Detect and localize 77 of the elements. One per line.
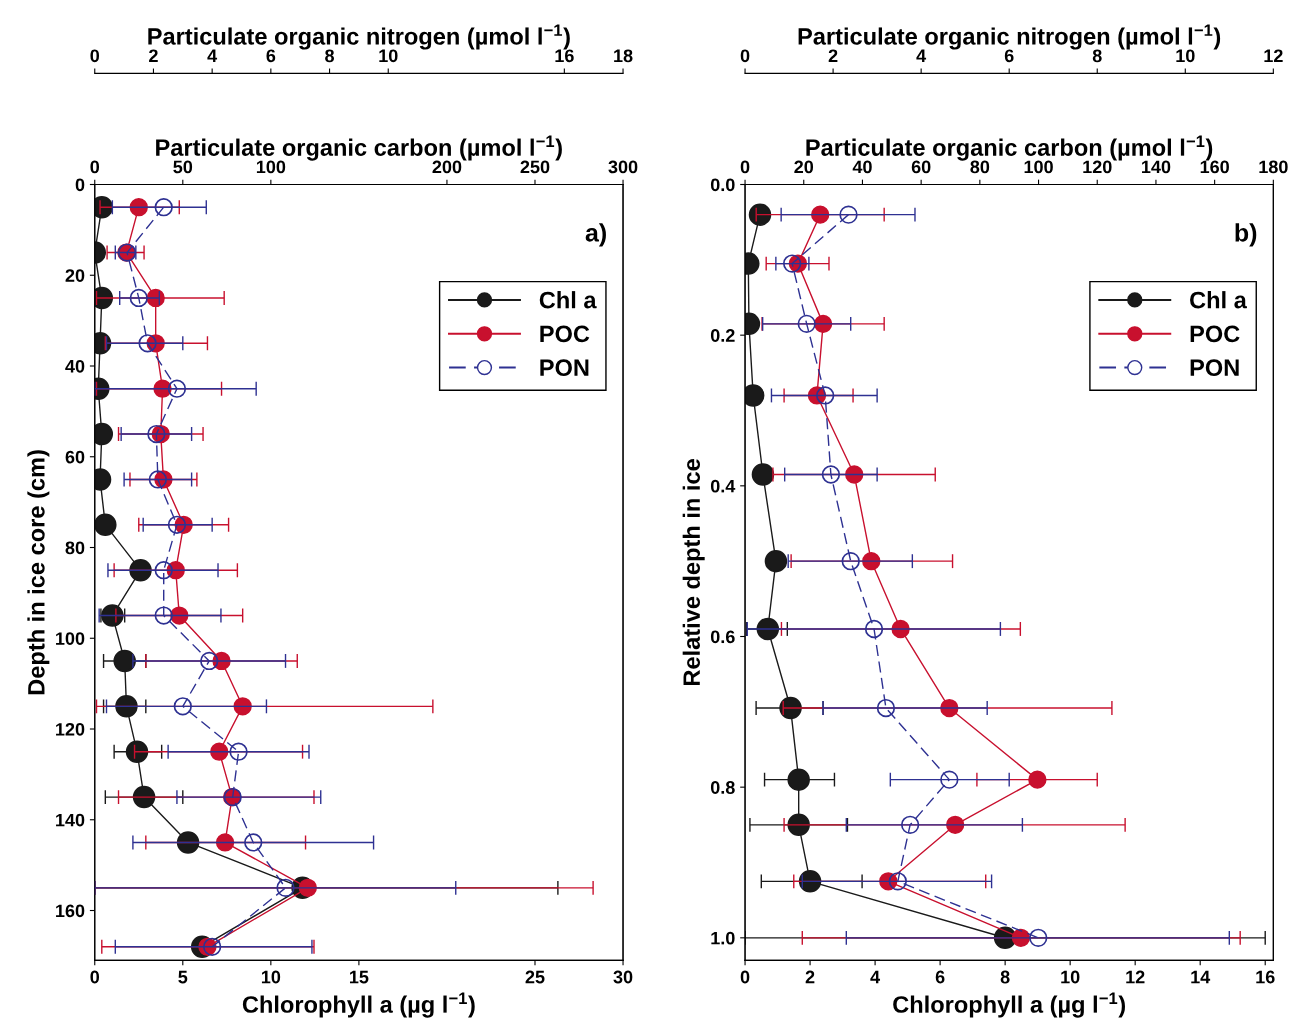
- x-tick-label: 6: [1004, 49, 1014, 63]
- x-tick-label: 2: [828, 49, 838, 62]
- x-tick-label: 30: [613, 970, 633, 984]
- y-tick-label: 0.0: [710, 178, 735, 192]
- x2-tick-label: 300: [608, 160, 638, 174]
- annotation: a): [585, 223, 606, 247]
- x-tick-label: 2: [805, 970, 815, 984]
- y-tick-label: 20: [65, 269, 85, 282]
- x-axis-title: Particulate organic nitrogen (µmol l$^{−1}$): [148, 24, 570, 50]
- x-tick-label: 12: [1126, 970, 1145, 984]
- x-tick-label: 18: [614, 49, 633, 63]
- x2-tick-label: 20: [794, 160, 814, 174]
- legend-label: PON: [1190, 359, 1239, 377]
- x-axis-title: Chlorophyll a (µg l$^{−1}$): [242, 992, 475, 1018]
- x2-tick-label: 40: [852, 160, 872, 174]
- x-tick-label: 4: [207, 49, 218, 62]
- y-tick-label: 0.8: [710, 781, 735, 794]
- y-tick-label: 0.6: [710, 630, 735, 644]
- x-tick-label: 12: [1264, 49, 1283, 62]
- x-tick-label: 14: [1191, 970, 1211, 984]
- annotation: b): [1235, 223, 1257, 247]
- x-axis-title: Particulate organic nitrogen (µmol l$^{−1}$): [798, 24, 1221, 50]
- x-tick-label: 10: [1176, 49, 1195, 63]
- y-tick-label: 1.0: [711, 931, 735, 945]
- legend-label: Chl a: [539, 291, 597, 309]
- y-tick-label: 0.4: [710, 479, 736, 493]
- x2-tick-label: 60: [911, 160, 931, 174]
- x2-tick-label: 100: [1024, 160, 1053, 174]
- legend-label: Chl a: [1190, 291, 1247, 309]
- y-tick-label: 120: [56, 722, 85, 736]
- x2-tick-label: 180: [1259, 160, 1288, 174]
- y-axis-title: Depth in ice core (cm): [27, 450, 50, 695]
- x2-tick-label: 0: [90, 160, 100, 174]
- x-tick-label: 0: [90, 970, 100, 984]
- x2-tick-label: 50: [173, 160, 193, 174]
- y-tick-label: 40: [65, 359, 85, 373]
- x-tick-label: 4: [870, 970, 881, 984]
- x-tick-label: 8: [1000, 970, 1010, 984]
- y-tick-label: 140: [56, 813, 85, 827]
- x-tick-label: 2: [149, 49, 158, 62]
- legend-label: POC: [540, 325, 590, 343]
- y-tick-label: 60: [65, 450, 85, 464]
- x-tick-label: 6: [266, 49, 276, 63]
- x2-tick-label: 200: [432, 160, 462, 174]
- x2-tick-label: 120: [1083, 160, 1112, 174]
- x2-axis-title: Particulate organic carbon (µmol l$^{−1}$): [806, 135, 1213, 161]
- x-tick-label: 4: [916, 49, 927, 62]
- y-tick-label: 0: [75, 178, 85, 192]
- y-tick-label: 80: [65, 541, 85, 555]
- x2-tick-label: 250: [520, 160, 550, 174]
- y-tick-label: 0.2: [710, 329, 735, 342]
- x-tick-label: 10: [1061, 970, 1080, 984]
- x-tick-label: 16: [555, 49, 574, 63]
- x2-tick-label: 0: [740, 160, 750, 174]
- x-tick-label: 16: [1256, 970, 1275, 984]
- x-tick-label: 0: [740, 970, 750, 984]
- x2-tick-label: 140: [1142, 160, 1171, 174]
- x-axis-title: Chlorophyll a (µg l$^{−1}$): [893, 992, 1125, 1018]
- x2-tick-label: 160: [1200, 160, 1229, 174]
- x-tick-label: 8: [1092, 49, 1102, 63]
- x-tick-label: 0: [90, 49, 100, 63]
- y-tick-label: 160: [56, 904, 85, 918]
- x-tick-label: 5: [178, 970, 188, 984]
- x2-axis-title: Particulate organic carbon (µmol l$^{−1}$): [156, 135, 562, 161]
- x-tick-label: 6: [935, 970, 945, 984]
- x-tick-label: 15: [349, 970, 369, 984]
- x-tick-label: 10: [261, 970, 281, 984]
- x2-tick-label: 80: [970, 160, 990, 174]
- x-tick-label: 8: [325, 49, 335, 63]
- y-axis-title: Relative depth in ice: [682, 459, 705, 686]
- y-tick-label: 100: [56, 632, 85, 645]
- x-tick-label: 0: [740, 49, 750, 63]
- x-tick-label: 25: [525, 970, 545, 984]
- legend-label: PON: [540, 359, 589, 377]
- x2-tick-label: 100: [256, 160, 286, 174]
- legend-label: POC: [1190, 325, 1240, 343]
- x-tick-label: 10: [379, 49, 398, 63]
